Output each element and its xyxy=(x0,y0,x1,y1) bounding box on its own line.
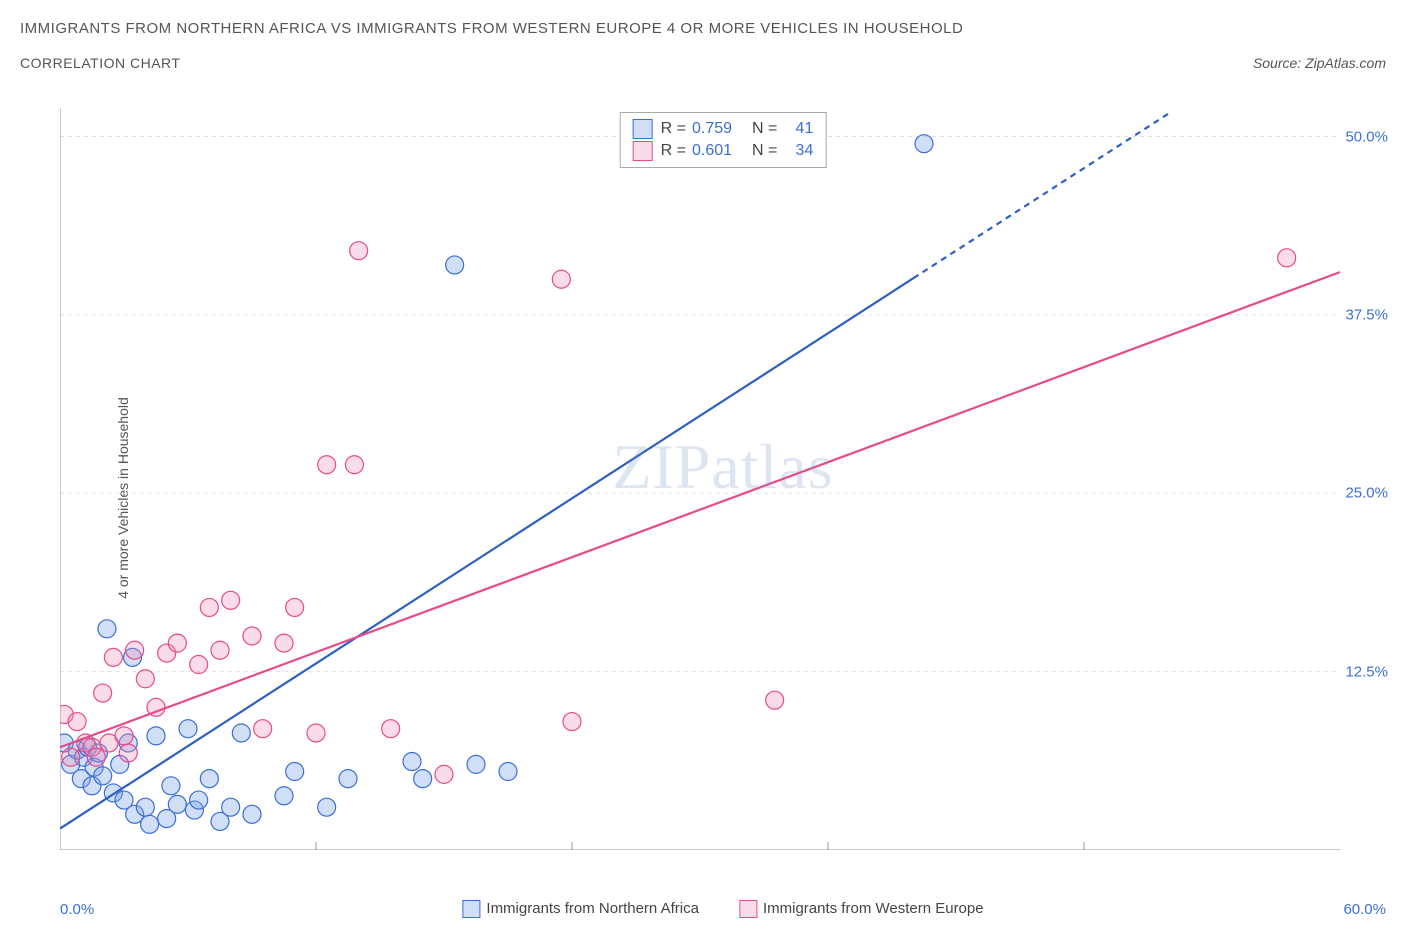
legend-swatch xyxy=(462,900,480,918)
chart-area: 4 or more Vehicles in Household ZIPatlas… xyxy=(60,108,1386,888)
y-tick-label: 37.5% xyxy=(1345,306,1388,323)
scatter-plot xyxy=(60,108,1340,850)
stats-row: R =0.759 N =41 xyxy=(633,119,814,139)
legend-swatch xyxy=(739,900,757,918)
stats-legend-box: R =0.759 N =41 R =0.601 N =34 xyxy=(620,112,827,168)
stats-row: R =0.601 N =34 xyxy=(633,141,814,161)
x-tick-max: 60.0% xyxy=(1343,901,1386,918)
stats-text: R =0.601 N =34 xyxy=(661,142,814,160)
series-swatch xyxy=(633,119,653,139)
legend-item: Immigrants from Northern Africa xyxy=(462,900,699,918)
chart-subtitle: CORRELATION CHART xyxy=(20,55,180,71)
source-label: Source: xyxy=(1253,55,1301,71)
stats-text: R =0.759 N =41 xyxy=(661,120,814,138)
y-tick-label: 12.5% xyxy=(1345,663,1388,680)
legend-label: Immigrants from Northern Africa xyxy=(486,900,699,917)
legend-label: Immigrants from Western Europe xyxy=(763,900,984,917)
legend-item: Immigrants from Western Europe xyxy=(739,900,984,918)
x-tick-min: 0.0% xyxy=(60,901,94,918)
chart-title: IMMIGRANTS FROM NORTHERN AFRICA VS IMMIG… xyxy=(20,20,1386,37)
source-attribution: Source: ZipAtlas.com xyxy=(1253,55,1386,71)
series-legend: Immigrants from Northern Africa Immigrant… xyxy=(462,900,983,918)
source-value: ZipAtlas.com xyxy=(1305,55,1386,71)
series-swatch xyxy=(633,141,653,161)
y-tick-label: 25.0% xyxy=(1345,485,1388,502)
y-tick-label: 50.0% xyxy=(1345,128,1388,145)
